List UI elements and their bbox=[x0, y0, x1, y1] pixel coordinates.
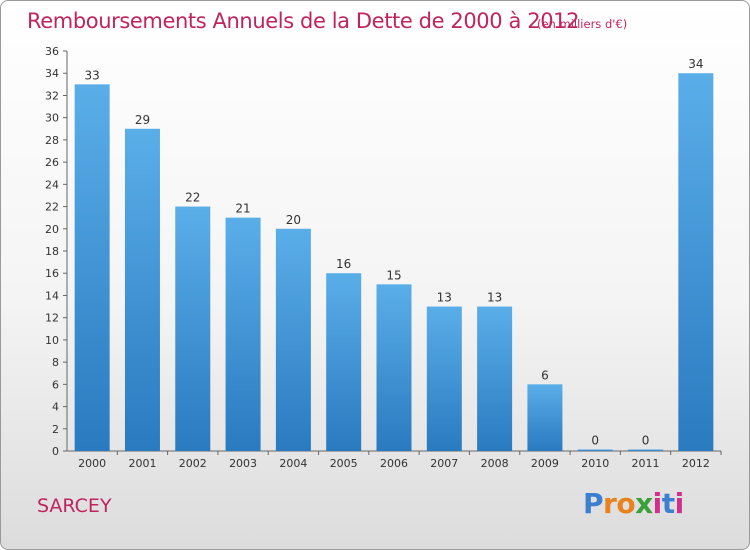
value-label-2007: 13 bbox=[437, 291, 452, 305]
y-tick-label: 34 bbox=[45, 67, 59, 80]
value-label-2006: 15 bbox=[386, 268, 401, 282]
bar-2002 bbox=[175, 206, 211, 451]
y-tick-label: 24 bbox=[45, 178, 59, 191]
y-tick-label: 32 bbox=[45, 89, 59, 102]
x-tick-label: 2005 bbox=[330, 457, 358, 470]
value-label-2001: 29 bbox=[135, 113, 150, 127]
y-tick-label: 12 bbox=[45, 312, 59, 325]
logo-letter: o bbox=[616, 487, 636, 520]
y-tick-label: 18 bbox=[45, 245, 59, 258]
y-tick-label: 20 bbox=[45, 223, 59, 236]
x-axis: 2000 2001 2002 2003 2004 2005 2006 2007 2008 2009… bbox=[67, 450, 722, 470]
value-label-2012: 34 bbox=[688, 57, 703, 71]
x-tick-label: 2002 bbox=[179, 457, 207, 470]
value-label-2002: 22 bbox=[185, 191, 200, 205]
y-tick-label: 10 bbox=[45, 334, 59, 347]
y-tick-label: 6 bbox=[52, 378, 59, 391]
bar-2007 bbox=[426, 306, 462, 451]
bar-2001 bbox=[124, 128, 160, 451]
bar-2006 bbox=[376, 284, 412, 451]
logo-letter: t bbox=[661, 487, 675, 520]
value-label-2003: 21 bbox=[235, 202, 250, 216]
value-label-2008: 13 bbox=[487, 291, 502, 305]
chart-title: Remboursements Annuels de la Dette de 20… bbox=[27, 9, 580, 33]
bar-2008 bbox=[477, 306, 513, 451]
logo-letter: r bbox=[603, 487, 617, 520]
x-tick-label: 2004 bbox=[279, 457, 307, 470]
bar-2004 bbox=[275, 228, 311, 451]
bars bbox=[74, 73, 714, 451]
x-tick-label: 2000 bbox=[78, 457, 106, 470]
logo-letter: P bbox=[583, 487, 604, 520]
y-tick-label: 0 bbox=[52, 445, 59, 458]
y-tick-label: 26 bbox=[45, 156, 59, 169]
y-tick-label: 28 bbox=[45, 134, 59, 147]
bar-2012 bbox=[678, 73, 714, 451]
chart-subtitle: (en milliers d'€) bbox=[537, 17, 628, 31]
x-tick-label: 2001 bbox=[128, 457, 156, 470]
bar-2011 bbox=[628, 449, 664, 451]
bar-2009 bbox=[527, 384, 563, 451]
y-tick-label: 14 bbox=[45, 289, 59, 302]
y-tick-label: 4 bbox=[52, 401, 59, 414]
value-label-2010: 0 bbox=[591, 434, 599, 448]
y-tick-label: 16 bbox=[45, 267, 59, 280]
logo-letter: i bbox=[652, 487, 663, 520]
x-tick-label: 2007 bbox=[430, 457, 458, 470]
x-tick-label: 2003 bbox=[229, 457, 257, 470]
x-tick-label: 2011 bbox=[632, 457, 660, 470]
y-tick-label: 2 bbox=[52, 423, 59, 436]
x-tick-label: 2006 bbox=[380, 457, 408, 470]
commune-name: SARCEY bbox=[37, 495, 112, 517]
value-label-2004: 20 bbox=[286, 213, 301, 227]
bar-2010 bbox=[577, 449, 613, 451]
x-tick-label: 2012 bbox=[682, 457, 710, 470]
logo-letter: x bbox=[635, 487, 653, 520]
value-label-2000: 33 bbox=[85, 68, 100, 82]
bar-2003 bbox=[225, 217, 261, 451]
proxiti-logo: Proxiti bbox=[583, 487, 684, 520]
y-tick-label: 8 bbox=[52, 356, 59, 369]
x-tick-label: 2008 bbox=[481, 457, 509, 470]
x-tick-label: 2010 bbox=[581, 457, 609, 470]
value-label-2005: 16 bbox=[336, 257, 351, 271]
y-tick-label: 30 bbox=[45, 112, 59, 125]
bar-2000 bbox=[74, 84, 110, 451]
value-label-2009: 6 bbox=[541, 368, 549, 382]
logo-letter: i bbox=[674, 487, 685, 520]
value-labels: 33 29 22 21 20 16 15 13 13 6 0 0 34 bbox=[85, 57, 704, 447]
value-label-2011: 0 bbox=[642, 434, 650, 448]
y-tick-label: 36 bbox=[45, 45, 59, 58]
x-tick-label: 2009 bbox=[531, 457, 559, 470]
y-tick-label: 22 bbox=[45, 201, 59, 214]
bar-2005 bbox=[326, 273, 362, 451]
